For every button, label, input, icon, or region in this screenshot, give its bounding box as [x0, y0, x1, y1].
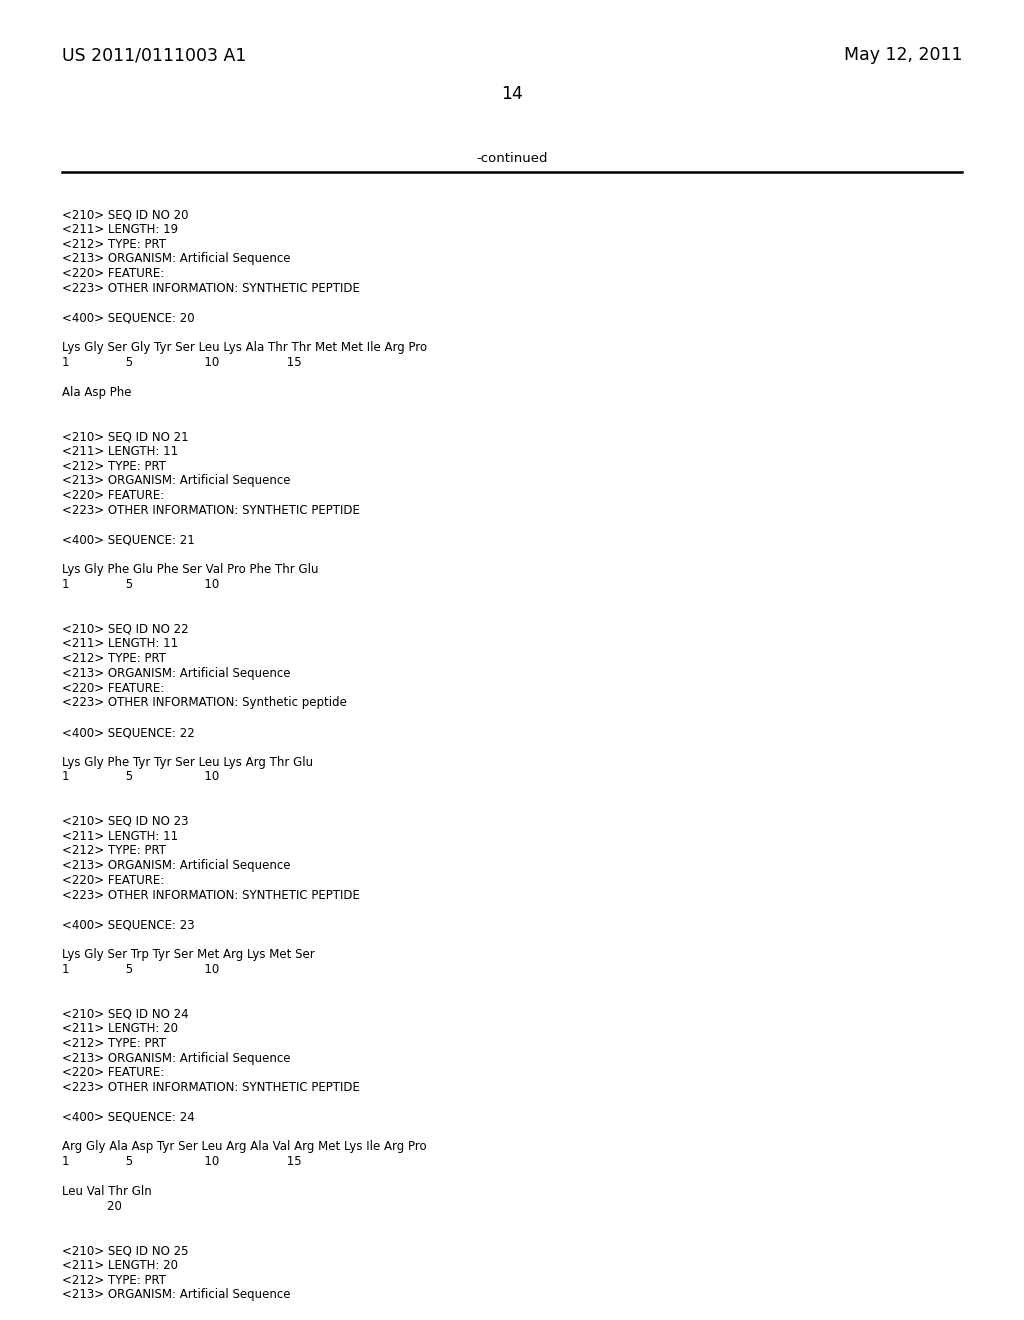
Text: <213> ORGANISM: Artificial Sequence: <213> ORGANISM: Artificial Sequence	[62, 252, 291, 265]
Text: <400> SEQUENCE: 21: <400> SEQUENCE: 21	[62, 533, 195, 546]
Text: 1               5                   10: 1 5 10	[62, 962, 219, 975]
Text: Leu Val Thr Gln: Leu Val Thr Gln	[62, 1185, 152, 1197]
Text: <211> LENGTH: 11: <211> LENGTH: 11	[62, 638, 178, 651]
Text: 1               5                   10: 1 5 10	[62, 578, 219, 591]
Text: 1               5                   10                  15: 1 5 10 15	[62, 356, 302, 370]
Text: <212> TYPE: PRT: <212> TYPE: PRT	[62, 1036, 166, 1049]
Text: Ala Asp Phe: Ala Asp Phe	[62, 385, 131, 399]
Text: 1               5                   10: 1 5 10	[62, 771, 219, 783]
Text: <400> SEQUENCE: 24: <400> SEQUENCE: 24	[62, 1111, 195, 1123]
Text: <223> OTHER INFORMATION: Synthetic peptide: <223> OTHER INFORMATION: Synthetic pepti…	[62, 697, 347, 709]
Text: <400> SEQUENCE: 23: <400> SEQUENCE: 23	[62, 919, 195, 932]
Text: Lys Gly Ser Trp Tyr Ser Met Arg Lys Met Ser: Lys Gly Ser Trp Tyr Ser Met Arg Lys Met …	[62, 948, 314, 961]
Text: <400> SEQUENCE: 22: <400> SEQUENCE: 22	[62, 726, 195, 739]
Text: <212> TYPE: PRT: <212> TYPE: PRT	[62, 652, 166, 665]
Text: 14: 14	[501, 84, 523, 103]
Text: <211> LENGTH: 11: <211> LENGTH: 11	[62, 445, 178, 458]
Text: <211> LENGTH: 20: <211> LENGTH: 20	[62, 1259, 178, 1271]
Text: <212> TYPE: PRT: <212> TYPE: PRT	[62, 238, 166, 251]
Text: <220> FEATURE:: <220> FEATURE:	[62, 681, 164, 694]
Text: <211> LENGTH: 20: <211> LENGTH: 20	[62, 1022, 178, 1035]
Text: <211> LENGTH: 11: <211> LENGTH: 11	[62, 829, 178, 842]
Text: <220> FEATURE:: <220> FEATURE:	[62, 267, 164, 280]
Text: <223> OTHER INFORMATION: SYNTHETIC PEPTIDE: <223> OTHER INFORMATION: SYNTHETIC PEPTI…	[62, 282, 359, 294]
Text: <213> ORGANISM: Artificial Sequence: <213> ORGANISM: Artificial Sequence	[62, 859, 291, 873]
Text: <210> SEQ ID NO 25: <210> SEQ ID NO 25	[62, 1243, 188, 1257]
Text: <213> ORGANISM: Artificial Sequence: <213> ORGANISM: Artificial Sequence	[62, 667, 291, 680]
Text: <212> TYPE: PRT: <212> TYPE: PRT	[62, 459, 166, 473]
Text: <223> OTHER INFORMATION: SYNTHETIC PEPTIDE: <223> OTHER INFORMATION: SYNTHETIC PEPTI…	[62, 1081, 359, 1094]
Text: Lys Gly Ser Gly Tyr Ser Leu Lys Ala Thr Thr Met Met Ile Arg Pro: Lys Gly Ser Gly Tyr Ser Leu Lys Ala Thr …	[62, 341, 427, 354]
Text: <223> OTHER INFORMATION: SYNTHETIC PEPTIDE: <223> OTHER INFORMATION: SYNTHETIC PEPTI…	[62, 888, 359, 902]
Text: May 12, 2011: May 12, 2011	[844, 46, 962, 63]
Text: -continued: -continued	[476, 152, 548, 165]
Text: <220> FEATURE:: <220> FEATURE:	[62, 1067, 164, 1080]
Text: 20: 20	[62, 1200, 122, 1213]
Text: <213> ORGANISM: Artificial Sequence: <213> ORGANISM: Artificial Sequence	[62, 474, 291, 487]
Text: <210> SEQ ID NO 23: <210> SEQ ID NO 23	[62, 814, 188, 828]
Text: <220> FEATURE:: <220> FEATURE:	[62, 874, 164, 887]
Text: Lys Gly Phe Tyr Tyr Ser Leu Lys Arg Thr Glu: Lys Gly Phe Tyr Tyr Ser Leu Lys Arg Thr …	[62, 755, 313, 768]
Text: <210> SEQ ID NO 21: <210> SEQ ID NO 21	[62, 430, 188, 444]
Text: <220> FEATURE:: <220> FEATURE:	[62, 490, 164, 502]
Text: US 2011/0111003 A1: US 2011/0111003 A1	[62, 46, 247, 63]
Text: Lys Gly Phe Glu Phe Ser Val Pro Phe Thr Glu: Lys Gly Phe Glu Phe Ser Val Pro Phe Thr …	[62, 564, 318, 577]
Text: <223> OTHER INFORMATION: SYNTHETIC PEPTIDE: <223> OTHER INFORMATION: SYNTHETIC PEPTI…	[62, 504, 359, 517]
Text: <213> ORGANISM: Artificial Sequence: <213> ORGANISM: Artificial Sequence	[62, 1288, 291, 1302]
Text: <210> SEQ ID NO 22: <210> SEQ ID NO 22	[62, 623, 188, 635]
Text: <210> SEQ ID NO 24: <210> SEQ ID NO 24	[62, 1007, 188, 1020]
Text: Arg Gly Ala Asp Tyr Ser Leu Arg Ala Val Arg Met Lys Ile Arg Pro: Arg Gly Ala Asp Tyr Ser Leu Arg Ala Val …	[62, 1140, 427, 1154]
Text: <210> SEQ ID NO 20: <210> SEQ ID NO 20	[62, 209, 188, 220]
Text: <213> ORGANISM: Artificial Sequence: <213> ORGANISM: Artificial Sequence	[62, 1052, 291, 1065]
Text: <211> LENGTH: 19: <211> LENGTH: 19	[62, 223, 178, 236]
Text: <212> TYPE: PRT: <212> TYPE: PRT	[62, 845, 166, 858]
Text: 1               5                   10                  15: 1 5 10 15	[62, 1155, 302, 1168]
Text: <400> SEQUENCE: 20: <400> SEQUENCE: 20	[62, 312, 195, 325]
Text: <212> TYPE: PRT: <212> TYPE: PRT	[62, 1274, 166, 1287]
